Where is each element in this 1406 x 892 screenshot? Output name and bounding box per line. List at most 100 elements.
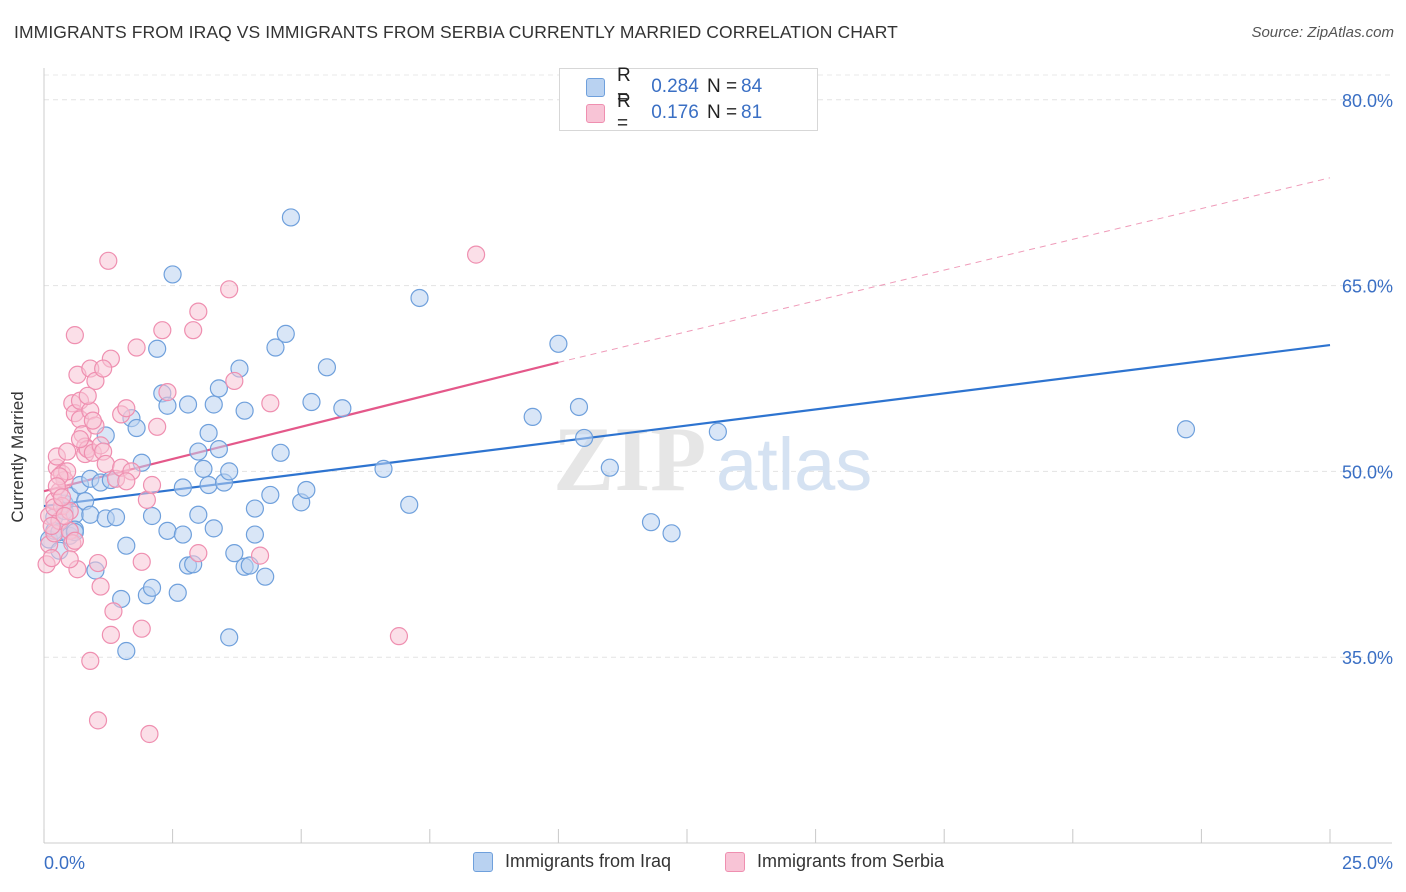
point-iraq bbox=[569, 397, 589, 417]
point-serbia bbox=[127, 338, 146, 357]
point-iraq bbox=[523, 407, 542, 426]
point-iraq bbox=[410, 288, 429, 308]
point-serbia bbox=[184, 321, 203, 340]
point-serbia bbox=[101, 625, 120, 644]
point-iraq bbox=[209, 379, 228, 398]
legend-n-label: N = bbox=[707, 76, 738, 97]
series-legend-serbia[interactable]: Immigrants from Serbia bbox=[725, 851, 944, 872]
point-iraq bbox=[235, 401, 254, 420]
point-serbia bbox=[78, 386, 97, 405]
point-serbia bbox=[99, 251, 118, 270]
x-tick-label: 0.0% bbox=[44, 853, 85, 873]
series-label-iraq: Immigrants from Iraq bbox=[505, 851, 672, 871]
point-iraq bbox=[302, 392, 321, 412]
point-serbia bbox=[225, 371, 244, 391]
trend-line-iraq bbox=[43, 343, 1331, 508]
point-serbia bbox=[140, 724, 159, 744]
point-iraq bbox=[256, 567, 275, 586]
axes bbox=[43, 68, 1392, 844]
point-serbia bbox=[466, 245, 486, 264]
point-serbia bbox=[189, 302, 208, 321]
series-label-serbia: Immigrants from Serbia bbox=[757, 851, 945, 871]
point-iraq bbox=[600, 458, 619, 477]
point-iraq bbox=[127, 418, 146, 438]
point-serbia bbox=[389, 627, 409, 646]
point-serbia bbox=[132, 619, 151, 638]
point-serbia bbox=[96, 454, 115, 474]
point-serbia bbox=[58, 442, 77, 461]
point-serbia bbox=[70, 430, 90, 449]
x-tick-label: 25.0% bbox=[1342, 853, 1393, 873]
point-serbia bbox=[88, 553, 108, 573]
point-iraq bbox=[204, 395, 223, 414]
point-iraq bbox=[117, 536, 136, 555]
point-iraq bbox=[173, 478, 192, 497]
point-iraq bbox=[168, 583, 187, 602]
chart-source: Source: ZipAtlas.com bbox=[1251, 24, 1394, 41]
y-tick-label: 50.0% bbox=[1342, 462, 1393, 482]
point-iraq bbox=[199, 475, 218, 495]
legend-r-value: 0.176 bbox=[651, 102, 699, 123]
series-swatch-iraq bbox=[473, 851, 493, 872]
point-serbia bbox=[132, 552, 151, 571]
point-iraq bbox=[204, 519, 223, 538]
point-iraq bbox=[220, 462, 239, 481]
point-iraq bbox=[374, 459, 393, 479]
watermark-zip: ZIP bbox=[553, 408, 706, 510]
y-tick-label: 35.0% bbox=[1342, 648, 1393, 668]
legend-swatch-iraq bbox=[586, 77, 605, 97]
legend-n-value: 81 bbox=[741, 102, 763, 123]
point-serbia bbox=[261, 394, 280, 413]
point-iraq bbox=[662, 524, 681, 543]
series-legend-iraq[interactable]: Immigrants from Iraq bbox=[473, 851, 671, 872]
point-serbia bbox=[55, 506, 74, 526]
point-serbia bbox=[220, 280, 239, 299]
point-iraq bbox=[641, 513, 661, 532]
point-iraq bbox=[575, 428, 594, 448]
legend-n-label: N = bbox=[707, 102, 738, 123]
series-legend: Immigrants from Iraq Immigrants from Ser… bbox=[0, 851, 1406, 877]
point-iraq bbox=[271, 443, 290, 462]
point-iraq bbox=[117, 641, 136, 661]
point-serbia bbox=[148, 417, 167, 436]
legend-r-label: R = bbox=[617, 91, 631, 134]
tick-labels: 80.0% 65.0% 50.0% 35.0% 0.0% 25.0% bbox=[44, 91, 1393, 873]
point-serbia bbox=[142, 475, 162, 495]
point-serbia bbox=[88, 711, 108, 730]
point-iraq bbox=[708, 422, 727, 441]
point-iraq bbox=[142, 578, 162, 597]
point-iraq bbox=[142, 506, 162, 526]
point-serbia bbox=[117, 472, 136, 491]
point-serbia bbox=[52, 488, 72, 507]
point-iraq bbox=[220, 628, 239, 647]
point-serbia bbox=[65, 326, 84, 345]
point-serbia bbox=[60, 550, 79, 569]
point-iraq bbox=[178, 395, 198, 414]
point-serbia bbox=[83, 411, 102, 430]
point-serbia bbox=[42, 548, 61, 568]
point-serbia bbox=[158, 383, 177, 402]
point-iraq bbox=[173, 525, 192, 544]
point-iraq bbox=[333, 399, 352, 418]
point-iraq bbox=[400, 495, 419, 514]
point-serbia bbox=[42, 516, 61, 535]
point-iraq bbox=[81, 505, 100, 524]
legend-n-value: 84 bbox=[741, 76, 763, 97]
correlation-legend: R = 0.284 N = 84 R = 0.176 N = 81 bbox=[559, 65, 818, 134]
watermark-atlas: atlas bbox=[716, 423, 872, 506]
point-iraq bbox=[148, 339, 167, 358]
legend-r-label: R = bbox=[617, 65, 631, 108]
point-iraq bbox=[209, 439, 228, 459]
data-points bbox=[37, 208, 1196, 744]
legend-row-iraq: R = 0.284 N = 84 bbox=[586, 65, 781, 108]
series-swatch-serbia bbox=[725, 851, 745, 872]
point-iraq bbox=[189, 442, 208, 461]
point-iraq bbox=[276, 324, 295, 343]
point-iraq bbox=[158, 521, 177, 540]
point-iraq bbox=[281, 208, 301, 227]
y-axis-label: Currently Married bbox=[8, 391, 27, 523]
y-tick-label: 80.0% bbox=[1342, 91, 1393, 111]
point-iraq bbox=[194, 459, 213, 479]
point-serbia bbox=[250, 546, 270, 565]
